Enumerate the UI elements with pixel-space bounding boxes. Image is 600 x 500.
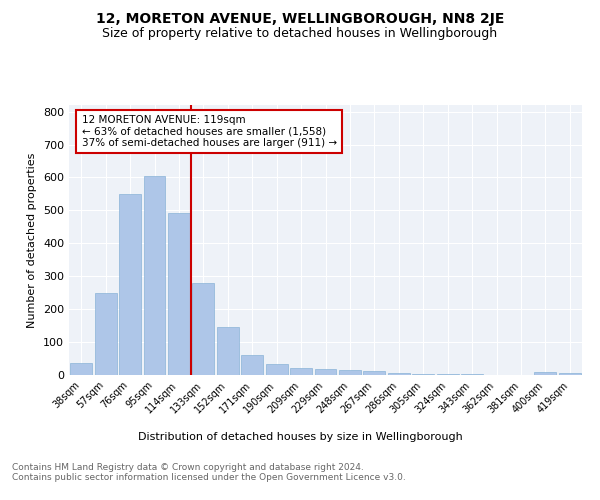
Bar [314,370,337,375]
Bar [388,374,410,375]
Bar [339,370,361,375]
Bar [535,372,556,375]
Text: 12, MORETON AVENUE, WELLINGBOROUGH, NN8 2JE: 12, MORETON AVENUE, WELLINGBOROUGH, NN8 … [96,12,504,26]
Bar [168,212,190,375]
Text: Size of property relative to detached houses in Wellingborough: Size of property relative to detached ho… [103,28,497,40]
Bar [559,372,581,375]
Text: 12 MORETON AVENUE: 119sqm
← 63% of detached houses are smaller (1,558)
37% of se: 12 MORETON AVENUE: 119sqm ← 63% of detac… [82,115,337,148]
Bar [461,374,483,375]
Bar [437,374,458,375]
Bar [217,328,239,375]
Bar [143,176,166,375]
Text: Distribution of detached houses by size in Wellingborough: Distribution of detached houses by size … [137,432,463,442]
Text: Contains HM Land Registry data © Crown copyright and database right 2024.
Contai: Contains HM Land Registry data © Crown c… [12,462,406,482]
Bar [95,292,116,375]
Y-axis label: Number of detached properties: Number of detached properties [28,152,37,328]
Bar [266,364,287,375]
Bar [241,354,263,375]
Bar [412,374,434,375]
Bar [70,364,92,375]
Bar [290,368,312,375]
Bar [193,283,214,375]
Bar [119,194,141,375]
Bar [364,371,385,375]
